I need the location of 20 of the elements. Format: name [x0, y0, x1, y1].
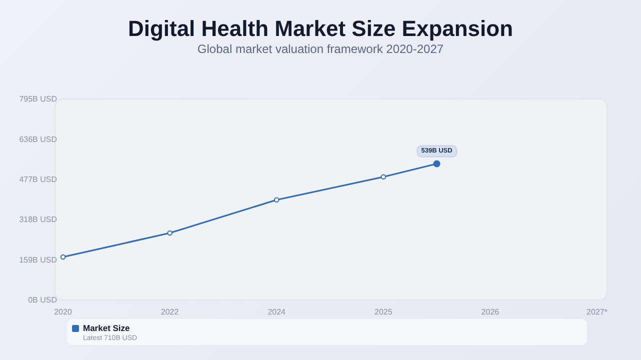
chart-subtitle: Global market valuation framework 2020-2027 — [197, 42, 444, 56]
point — [433, 160, 440, 168]
x-tick-label: 2025 — [374, 308, 393, 317]
y-tick-label: 0B USD — [28, 296, 58, 305]
y-tick-label: 159B USD — [19, 255, 58, 264]
y-tick-label: 318B USD — [19, 215, 58, 224]
chart-title: Digital Health Market Size Expansion — [128, 16, 514, 41]
point — [380, 174, 386, 180]
point — [60, 254, 66, 260]
x-tick-label: 2024 — [268, 308, 286, 317]
x-tick-label: 2022 — [160, 308, 180, 317]
point — [274, 197, 280, 202]
legend-label: Market Size — [83, 323, 130, 333]
y-tick-label: 636B USD — [19, 134, 58, 144]
x-tick-label: 2027* — [586, 308, 608, 317]
y-tick-label: 477B USD — [19, 174, 58, 184]
x-tick-label: 2026 — [481, 308, 500, 317]
x-tick-label: 2020 — [54, 308, 72, 317]
point — [167, 230, 172, 236]
y-tick-label: 795B USD — [19, 94, 58, 104]
